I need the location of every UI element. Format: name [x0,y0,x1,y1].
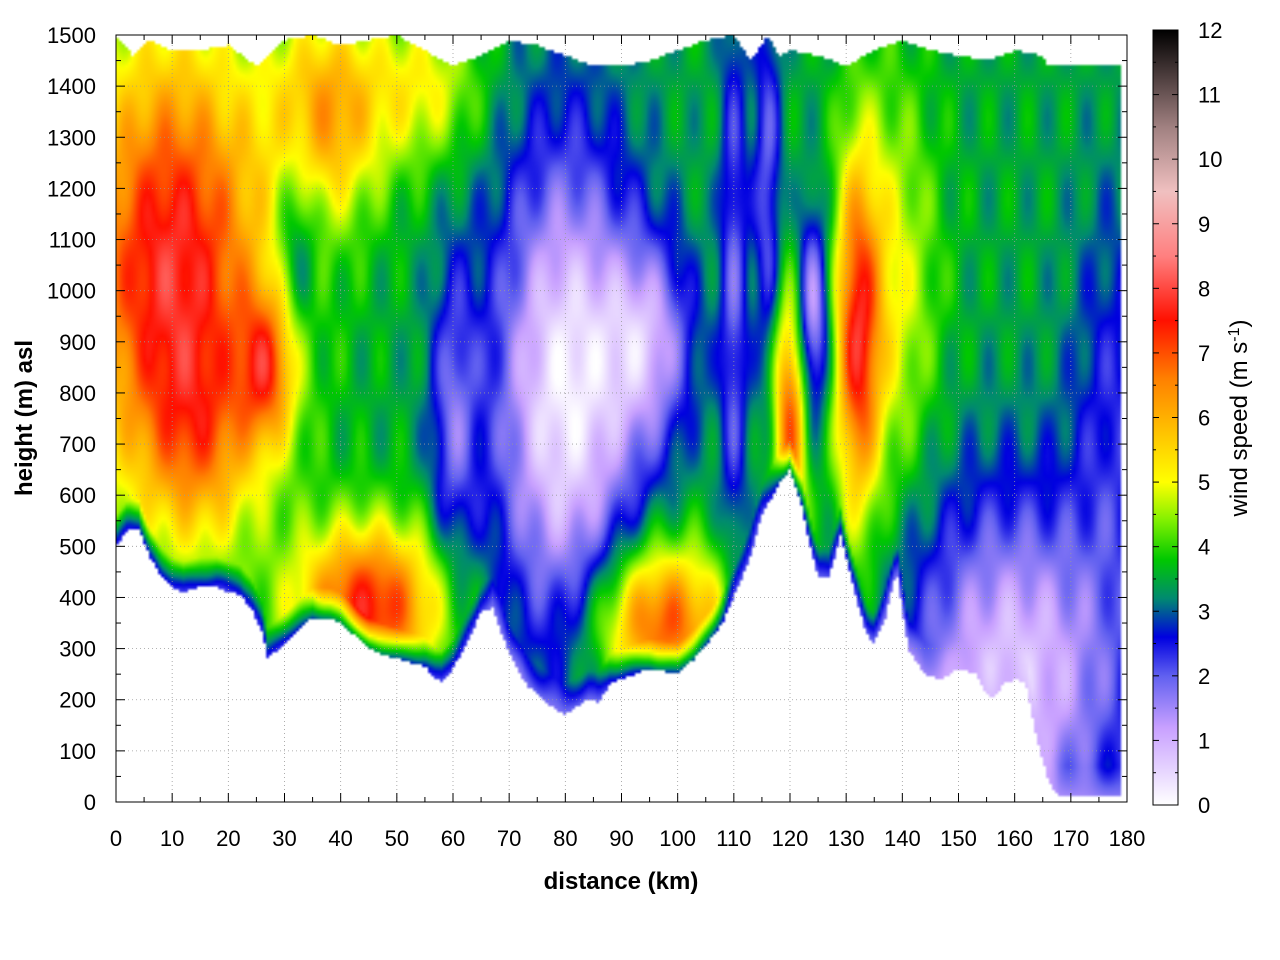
colorbar-tick-label: 1 [1198,728,1210,753]
colorbar-tick-label: 8 [1198,276,1210,301]
colorbar-tick-label: 12 [1198,18,1222,43]
wind-speed-heatmap [116,35,1127,802]
x-tick-label: 40 [328,826,352,851]
y-tick-label: 1300 [47,125,96,150]
x-tick-label: 110 [716,826,751,851]
colorbar-tick-label: 7 [1198,341,1210,366]
colorbar-tick-label: 5 [1198,470,1210,495]
x-tick-label: 160 [996,826,1033,851]
x-tick-label: 60 [441,826,465,851]
y-tick-label: 1100 [49,228,96,253]
colorbar-title-closing: ) [1226,320,1253,328]
x-tick-label: 80 [553,826,577,851]
y-tick-label: 800 [59,381,96,406]
x-tick-label: 180 [1109,826,1146,851]
y-tick-label: 500 [59,534,96,559]
x-tick-label: 30 [272,826,296,851]
y-tick-label: 400 [59,585,96,610]
colorbar-title: wind speed (m s-1) [1226,320,1254,518]
colorbar-title-text: wind speed (m s [1226,342,1253,518]
x-tick-label: 120 [772,826,809,851]
x-tick-label: 90 [609,826,633,851]
x-tick-label: 100 [659,826,696,851]
x-tick-label: 150 [940,826,977,851]
colorbar-tick-label: 2 [1198,664,1210,689]
x-tick-label: 50 [385,826,409,851]
y-tick-label: 900 [59,330,96,355]
y-tick-label: 1500 [47,23,96,48]
heatmap-image [116,35,1127,802]
x-tick-label: 10 [160,826,184,851]
grid-lines [116,35,1127,802]
x-tick-label: 130 [828,826,865,851]
colorbar-tick-label: 0 [1198,793,1210,818]
colorbar-tick-label: 6 [1198,406,1210,431]
y-tick-label: 200 [59,688,96,713]
x-tick-label: 170 [1052,826,1089,851]
y-tick-label: 300 [59,637,96,662]
y-tick-label: 0 [84,790,96,815]
y-axis-title: height (m) asl [11,340,38,496]
x-tick-label: 70 [497,826,521,851]
y-tick-label: 1200 [47,176,96,201]
x-axis-title: distance (km) [544,868,699,895]
x-tick-label: 0 [110,826,122,851]
y-axis: 0 100 200 300 400 500 600 700 800 900 1000 1100 1200… [47,23,1127,815]
colorbar-tick-label: 9 [1198,212,1210,237]
colorbar-tick-label: 3 [1198,599,1210,624]
y-tick-label: 600 [59,483,96,508]
y-tick-label: 100 [59,739,96,764]
y-tick-label: 1000 [47,279,96,304]
y-tick-label: 1400 [47,74,96,99]
colorbar-title-superscript: -1 [1226,327,1243,341]
y-tick-label: 700 [59,432,96,457]
x-tick-label: 140 [884,826,921,851]
x-tick-label: 20 [216,826,240,851]
colorbar-tick-label: 10 [1198,147,1222,172]
colorbar-tick-label: 4 [1198,535,1210,560]
colorbar-tick-label: 11 [1198,83,1221,108]
x-axis: 0 10 20 30 40 50 60 70 80 90 100 110 120 130 140 150 160… [110,35,1145,851]
